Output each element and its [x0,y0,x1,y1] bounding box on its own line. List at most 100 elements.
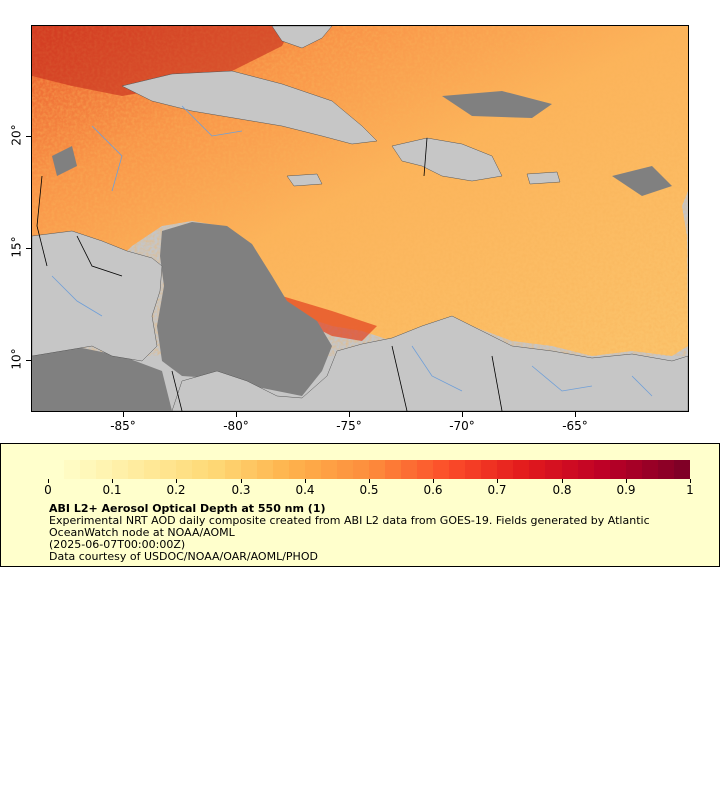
colorbar-step [288,460,305,479]
colorbar-tick [690,479,691,483]
legend-credit: Data courtesy of USDOC/NOAA/OAR/AOML/PHO… [49,550,318,563]
colorbar-label: 0.1 [102,483,122,497]
colorbar-step [384,460,402,479]
lon-label-70: -70° [449,419,475,433]
colorbar-label: 0.7 [487,483,507,497]
colorbar-step [128,460,145,479]
colorbar-tick [497,479,498,483]
lon-tick-75 [349,412,350,417]
colorbar-label: 0.8 [552,483,572,497]
high-aod-north [32,26,292,96]
colorbar-label: 0.4 [295,483,315,497]
colorbar-step [336,460,353,479]
lat-tick-15 [26,248,31,249]
map-area[interactable] [31,25,689,412]
legend-source-node: OceanWatch node at NOAA/AOML [49,526,235,539]
colorbar-step [673,460,690,479]
lon-tick-80 [236,412,237,417]
colorbar-step [272,460,289,479]
legend-panel: ABI L2+ Aerosol Optical Depth at 550 nm … [0,443,720,567]
colorbar-step [48,460,65,479]
colorbar-step [64,460,81,479]
colorbar-step [593,460,610,479]
colorbar-step [256,460,273,479]
lat-label-10: 10° [9,348,24,370]
colorbar-step [112,460,129,479]
colorbar-tick [626,479,627,483]
rivers [51,105,653,397]
colorbar-tick [369,479,370,483]
colorbar-step [368,460,385,479]
colorbar-label: 0.6 [423,483,443,497]
colorbar-label: 0.5 [359,483,379,497]
colorbar-step [80,460,97,479]
colorbar-tick [433,479,434,483]
lat-tick-20 [26,136,31,137]
land-jamaica [286,173,323,187]
lon-tick-65 [575,412,576,417]
colorbar-step [465,460,482,479]
high-aod-coast [282,296,377,341]
colorbar [48,460,690,479]
lon-label-80: -80° [223,419,249,433]
colorbar-step [224,460,241,479]
lat-label-20: 20° [9,124,24,146]
colorbar-step [545,460,562,479]
land-puertorico [526,171,561,185]
colorbar-step [529,460,546,479]
colorbar-label: 0 [44,483,52,497]
colorbar-step [449,460,466,479]
colorbar-step [625,460,642,479]
no-data-west [32,346,172,411]
colorbar-tick [305,479,306,483]
legend-description: Experimental NRT AOD daily composite cre… [49,514,650,527]
lon-tick-85 [123,412,124,417]
legend-date: (2025-06-07T00:00:00Z) [49,538,186,551]
lon-label-85: -85° [110,419,136,433]
no-data-patches [52,91,672,196]
colorbar-step [192,460,209,479]
colorbar-step [609,460,626,479]
legend-title: ABI L2+ Aerosol Optical Depth at 550 nm … [49,502,326,515]
colorbar-step [96,460,113,479]
colorbar-step [657,460,674,479]
land-central-america [32,230,163,362]
colorbar-tick [112,479,113,483]
colorbar-step [561,460,578,479]
colorbar-tick [48,479,49,483]
colorbar-step [304,460,321,479]
colorbar-step [577,460,594,479]
colorbar-step [401,460,418,479]
colorbar-step [160,460,177,479]
lat-label-15: 15° [9,236,24,258]
aod-map [32,26,688,411]
colorbar-step [320,460,337,479]
colorbar-tick [562,479,563,483]
colorbar-tick [241,479,242,483]
country-borders [36,137,503,411]
colorbar-step [513,460,530,479]
land-florida [271,26,333,49]
colorbar-label: 0.2 [166,483,186,497]
colorbar-step [433,460,450,479]
land-hispaniola [391,137,503,182]
colorbar-step [208,460,225,479]
lon-label-65: -65° [562,419,588,433]
colorbar-label: 0.9 [616,483,636,497]
colorbar-label: 0.3 [231,483,251,497]
colorbar-step [240,460,257,479]
colorbar-step [481,460,498,479]
no-data-basin [157,222,332,396]
lat-tick-10 [26,360,31,361]
colorbar-step [352,460,369,479]
lon-tick-70 [462,412,463,417]
colorbar-step [144,460,161,479]
colorbar-label: 1 [686,483,694,497]
land-south-america [171,315,688,411]
lon-label-75: -75° [336,419,362,433]
colorbar-step [417,460,434,479]
colorbar-step [641,460,658,479]
land-cuba [121,70,378,145]
colorbar-step [176,460,193,479]
colorbar-step [497,460,514,479]
